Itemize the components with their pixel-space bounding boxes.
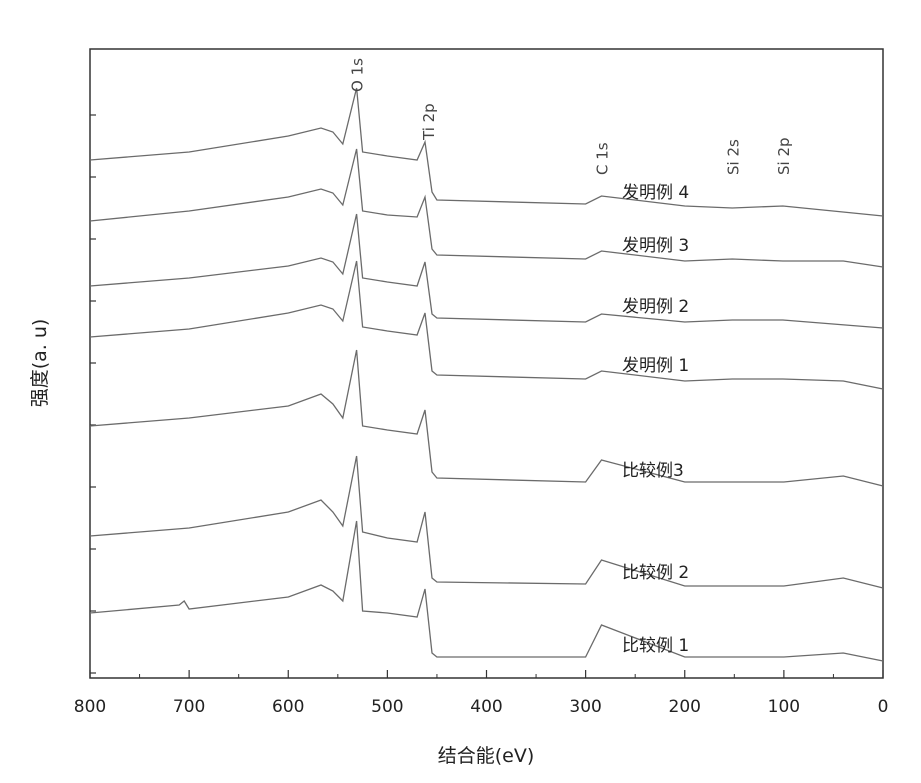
y-axis: [90, 115, 96, 673]
series-label: 比较例 2: [622, 563, 689, 583]
series-label: 比较例 1: [622, 636, 689, 656]
plot-frame: [90, 49, 883, 678]
series-line: [90, 456, 883, 588]
x-tick-label: 100: [768, 697, 800, 717]
x-tick-label: 200: [669, 697, 701, 717]
peak-label: Si 2p: [775, 137, 793, 175]
x-axis-title: 结合能(eV): [438, 745, 535, 767]
series-line: [90, 521, 883, 661]
x-tick-label: 300: [569, 697, 601, 717]
series-line: [90, 149, 883, 267]
series-line: [90, 88, 883, 216]
peak-label: Ti 2p: [420, 103, 438, 141]
peak-label: Si 2s: [724, 139, 742, 175]
series-label: 发明例 2: [622, 297, 689, 317]
series-label-layer: 发明例 4 发明例 3 发明例 2 发明例 1 比较例3 比较例 2 比较例 1: [622, 183, 689, 656]
x-tick-label: 0: [878, 697, 889, 717]
series-line: [90, 214, 883, 328]
x-tick-label: 700: [173, 697, 205, 717]
series-label: 发明例 4: [622, 183, 689, 203]
peak-label-layer: O 1s Ti 2p C 1s Si 2s Si 2p: [349, 58, 793, 175]
x-tick-label: 800: [74, 697, 106, 717]
x-tick-label: 600: [272, 697, 304, 717]
x-tick-label: 400: [470, 697, 502, 717]
peak-label: C 1s: [594, 142, 612, 175]
series-label: 比较例3: [622, 461, 684, 481]
x-tick-label: 500: [371, 697, 403, 717]
peak-label: O 1s: [349, 58, 367, 92]
x-axis: 800 700 600 500 400 300 200 100 0: [74, 670, 889, 717]
series-label: 发明例 1: [622, 356, 689, 376]
y-axis-title: 强度(a. u): [29, 319, 51, 408]
spectra-layer: [90, 88, 883, 661]
series-line: [90, 350, 883, 486]
series-line: [90, 261, 883, 389]
series-label: 发明例 3: [622, 236, 689, 256]
